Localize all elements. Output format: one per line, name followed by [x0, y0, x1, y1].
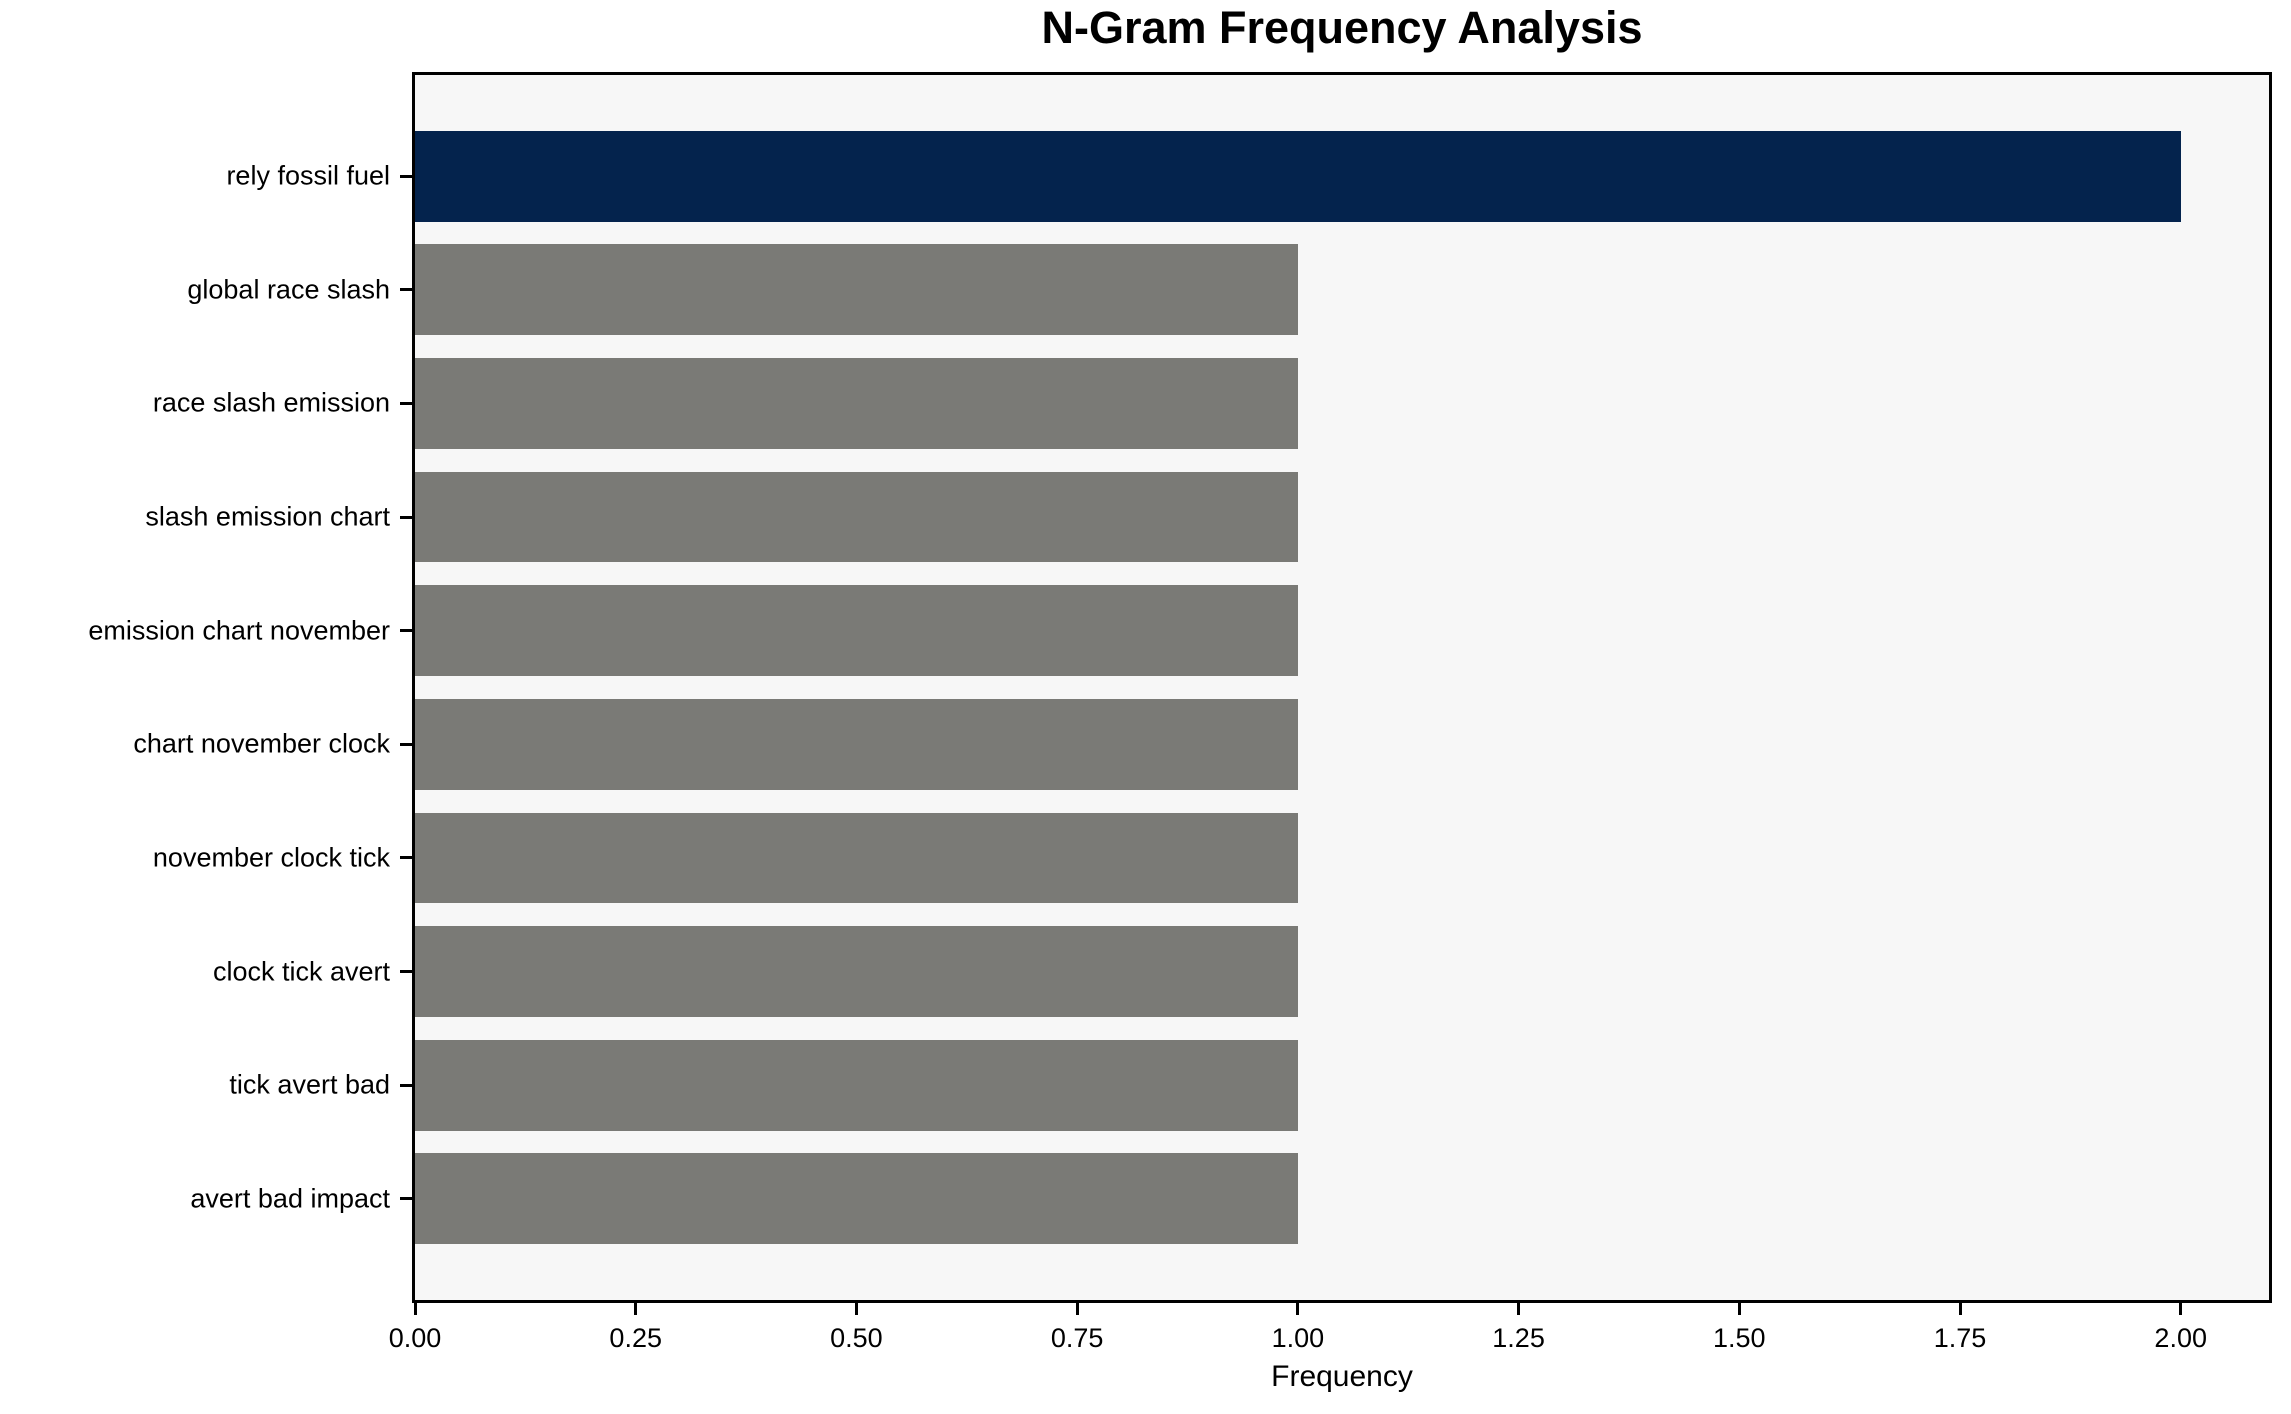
x-tick-label: 0.75	[1050, 1323, 1104, 1353]
x-tick-label: 1.50	[1713, 1323, 1766, 1353]
x-tick-mark	[2179, 1303, 2183, 1315]
bar	[415, 812, 1298, 904]
y-tick-label: rely fossil fuel	[226, 160, 390, 191]
x-tick-label: 1.00	[1271, 1323, 1325, 1353]
x-tick-label: 0.00	[388, 1323, 442, 1353]
x-tick-label: 2.00	[2154, 1323, 2207, 1353]
x-tick-label: 1.75	[1933, 1323, 1987, 1353]
y-tick-label: tick avert bad	[229, 1069, 390, 1100]
bar	[415, 357, 1298, 449]
x-tick-label: 0.25	[609, 1323, 662, 1353]
plot-area	[412, 72, 2272, 1303]
y-tick-mark	[400, 1197, 412, 1201]
bar	[415, 244, 1298, 336]
bar	[415, 926, 1298, 1018]
y-tick-mark	[400, 970, 412, 974]
x-tick-mark	[413, 1303, 417, 1315]
x-tick-label: 1.25	[1492, 1323, 1545, 1353]
x-tick-label: 0.50	[830, 1323, 883, 1353]
x-tick-mark	[1296, 1303, 1300, 1315]
y-tick-label: race slash emission	[152, 387, 390, 418]
y-tick-mark	[400, 515, 412, 519]
y-tick-label: november clock tick	[152, 842, 390, 873]
x-tick-mark	[854, 1303, 858, 1315]
y-tick-mark	[400, 174, 412, 178]
y-tick-mark	[400, 401, 412, 405]
y-tick-mark	[400, 629, 412, 633]
y-tick-label: emission chart november	[88, 615, 390, 646]
y-tick-mark	[400, 288, 412, 292]
chart-title: N-Gram Frequency Analysis	[1041, 2, 1643, 53]
y-tick-label: global race slash	[187, 274, 390, 305]
x-tick-mark	[1517, 1303, 1521, 1315]
y-tick-mark	[400, 742, 412, 746]
x-tick-mark	[1075, 1303, 1079, 1315]
y-tick-mark	[400, 856, 412, 860]
bar	[415, 471, 1298, 563]
y-tick-mark	[400, 1083, 412, 1087]
x-tick-mark	[1958, 1303, 1962, 1315]
y-tick-label: clock tick avert	[212, 956, 390, 987]
bar	[415, 698, 1298, 790]
bar	[415, 1039, 1298, 1131]
x-tick-mark	[1737, 1303, 1741, 1315]
bar	[415, 130, 2181, 222]
x-tick-mark	[634, 1303, 638, 1315]
y-tick-label: slash emission chart	[145, 501, 390, 532]
y-tick-label: avert bad impact	[190, 1183, 390, 1214]
bar	[415, 585, 1298, 677]
x-axis-title: Frequency	[1271, 1360, 1413, 1393]
bar	[415, 1153, 1298, 1245]
y-tick-label: chart november clock	[133, 728, 390, 759]
